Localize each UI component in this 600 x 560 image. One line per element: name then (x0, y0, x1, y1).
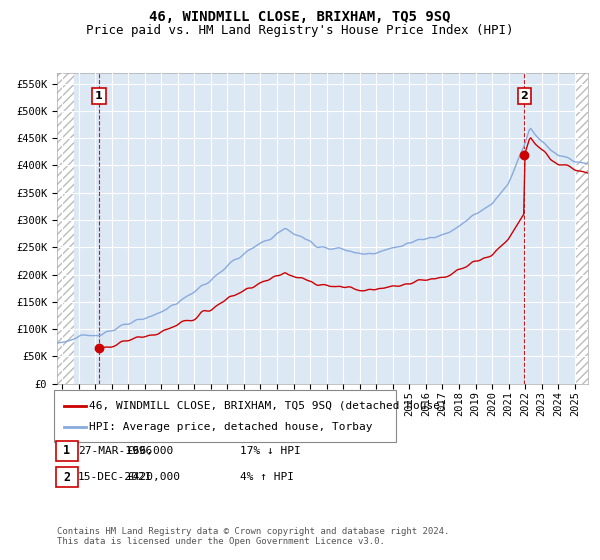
Text: 46, WINDMILL CLOSE, BRIXHAM, TQ5 9SQ (detached house): 46, WINDMILL CLOSE, BRIXHAM, TQ5 9SQ (de… (89, 400, 447, 410)
Text: 46, WINDMILL CLOSE, BRIXHAM, TQ5 9SQ: 46, WINDMILL CLOSE, BRIXHAM, TQ5 9SQ (149, 10, 451, 24)
Text: £66,000: £66,000 (126, 446, 173, 456)
Text: 2: 2 (64, 470, 70, 484)
Text: Price paid vs. HM Land Registry's House Price Index (HPI): Price paid vs. HM Land Registry's House … (86, 24, 514, 36)
Text: 2: 2 (521, 91, 529, 101)
Polygon shape (575, 73, 588, 384)
Text: Contains HM Land Registry data © Crown copyright and database right 2024.
This d: Contains HM Land Registry data © Crown c… (57, 526, 449, 546)
Text: 17% ↓ HPI: 17% ↓ HPI (240, 446, 301, 456)
Text: £420,000: £420,000 (126, 472, 180, 482)
Text: 15-DEC-2021: 15-DEC-2021 (78, 472, 152, 482)
Text: 4% ↑ HPI: 4% ↑ HPI (240, 472, 294, 482)
Text: 1: 1 (64, 444, 70, 458)
Text: 27-MAR-1996: 27-MAR-1996 (78, 446, 152, 456)
Text: 1: 1 (95, 91, 103, 101)
Polygon shape (57, 73, 74, 384)
Text: HPI: Average price, detached house, Torbay: HPI: Average price, detached house, Torb… (89, 422, 373, 432)
